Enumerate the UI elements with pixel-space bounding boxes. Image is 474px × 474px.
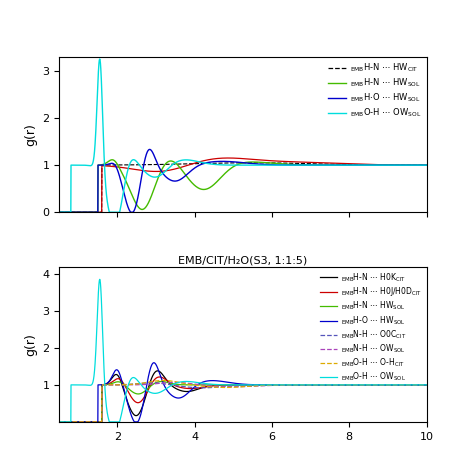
Y-axis label: g(r): g(r) — [24, 333, 37, 356]
Legend: $_{\mathregular{EMB}}$H-N $\cdots$ HW$_{\mathregular{CIT}}$, $_{\mathregular{EMB: $_{\mathregular{EMB}}$H-N $\cdots$ HW$_{… — [325, 59, 425, 123]
Title: EMB/CIT/H₂O(S3, 1:1:5): EMB/CIT/H₂O(S3, 1:1:5) — [178, 256, 308, 266]
Legend: $_{\mathregular{EMB}}$H-N $\cdots$ H0K$_{\mathregular{CIT}}$, $_{\mathregular{EM: $_{\mathregular{EMB}}$H-N $\cdots$ H0K$_… — [317, 268, 425, 386]
Y-axis label: g(r): g(r) — [24, 123, 37, 146]
